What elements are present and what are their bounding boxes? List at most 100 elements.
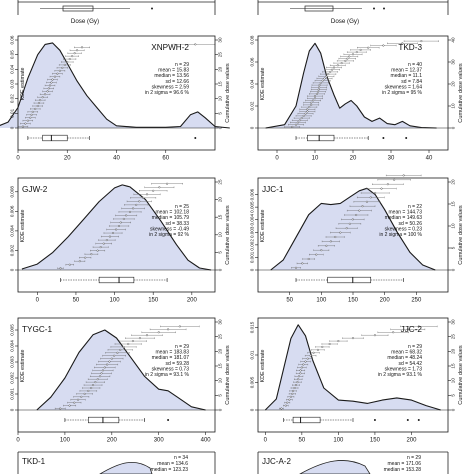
stat-line: mean = 183.83 xyxy=(156,350,190,356)
dose-point xyxy=(293,387,296,390)
dose-point xyxy=(112,232,115,235)
box-iqr xyxy=(292,416,321,424)
partial-top-right-outlier xyxy=(373,7,375,10)
box-outlier xyxy=(405,137,408,139)
stat-line: sd = 12.66 xyxy=(166,79,190,85)
y-tick-label: 0.003 xyxy=(10,356,15,368)
stat-line: skewness = 1.73 xyxy=(385,366,423,372)
y-right-tick-label: 25 xyxy=(218,52,223,58)
dose-point xyxy=(358,209,361,212)
stat-line: median = 13.56 xyxy=(154,73,189,79)
stat-line: n = 40 xyxy=(408,62,422,68)
x-tick-label: 10 xyxy=(312,156,319,162)
dose-point xyxy=(345,227,348,230)
chart-panel-jjc-2: 0 50 100 150 200 0 0.005 0.01 0.015 KDE estimate 0… xyxy=(250,317,464,444)
dose-point xyxy=(73,52,76,55)
y-axis-title-right: Cumulative dose values xyxy=(225,345,231,405)
dose-point xyxy=(110,357,113,360)
stat-line: sd = 7.84 xyxy=(401,79,422,85)
y-right-tick-label: 10 xyxy=(218,378,223,384)
stat-line: skewness = 2.59 xyxy=(152,84,190,90)
dose-point xyxy=(348,222,351,225)
x-tick-label: 150 xyxy=(370,438,381,444)
kde-area xyxy=(265,324,441,410)
stat-line: sd = 59.28 xyxy=(166,361,190,367)
dose-point xyxy=(291,392,294,395)
dose-point xyxy=(96,378,99,381)
stat-line: sd = 38.33 xyxy=(166,221,190,227)
y-tick-label: 0.06 xyxy=(250,57,255,66)
dose-point xyxy=(291,125,294,128)
kde-curve xyxy=(0,42,230,129)
y-tick-label: 0.06 xyxy=(10,35,15,44)
dose-point xyxy=(116,351,119,354)
dose-point xyxy=(325,244,328,247)
y-tick-label: 0.008 xyxy=(10,186,15,198)
partial-bottom-left-stat: median = 123.23 xyxy=(151,467,189,473)
box-iqr xyxy=(98,276,135,284)
partial-bottom-right-stat: mean = 171.06 xyxy=(388,461,422,467)
x-tick-label: 40 xyxy=(113,156,120,162)
stat-line: mean = 12.37 xyxy=(391,68,422,74)
x-tick-label: 300 xyxy=(154,438,165,444)
y-right-tick-label: 10 xyxy=(218,232,223,238)
dose-point xyxy=(135,203,138,206)
dose-point xyxy=(125,214,128,217)
stat-line: n = 22 xyxy=(408,204,422,210)
dose-point xyxy=(127,343,130,346)
dose-point xyxy=(348,55,351,58)
dose-point xyxy=(312,351,315,354)
panel-title: TKD-3 xyxy=(398,43,422,52)
dose-point xyxy=(29,116,32,119)
y-right-tick-label: 15 xyxy=(451,363,456,369)
dose-point xyxy=(142,196,145,199)
partial-bottom-left-title: TKD-1 xyxy=(22,457,46,466)
dose-point xyxy=(138,337,141,340)
dose-point xyxy=(102,242,105,245)
panel-title: TYGC-1 xyxy=(22,325,52,334)
y-right-tick-label: 5 xyxy=(218,251,223,254)
dose-point xyxy=(119,348,122,351)
box-outlier xyxy=(167,419,170,421)
dose-point xyxy=(344,59,347,62)
dose-point xyxy=(90,387,93,390)
y-tick-label: 0.005 xyxy=(250,201,255,213)
y-tick-label: 0.03 xyxy=(10,79,15,88)
y-axis-title-left: KDE estimate xyxy=(260,350,266,383)
kde-curve xyxy=(265,42,437,129)
dose-point xyxy=(325,75,328,78)
partial-top-right-outlier xyxy=(383,7,385,10)
y-axis-title-right: Cumulative dose values xyxy=(458,345,464,405)
dose-point xyxy=(26,119,29,122)
box-iqr xyxy=(307,134,335,142)
x-tick-label: 0 xyxy=(275,156,279,162)
y-right-tick-label: 20 xyxy=(451,348,456,354)
dose-point xyxy=(296,121,299,124)
box-outlier xyxy=(382,137,385,139)
dose-point xyxy=(41,96,44,99)
dose-point xyxy=(167,328,170,331)
dose-point xyxy=(37,102,40,105)
dose-point xyxy=(308,106,311,109)
dose-point xyxy=(77,398,80,401)
y-right-tick-label: 15 xyxy=(218,214,223,220)
dose-point xyxy=(340,62,343,65)
y-tick-label: 0.005 xyxy=(250,376,255,388)
dose-point xyxy=(59,407,62,410)
partial-bottom-left-curve xyxy=(99,461,153,474)
y-right-tick-label: 0 xyxy=(451,126,456,129)
box-outlier xyxy=(417,419,420,421)
dose-point xyxy=(78,260,81,263)
dose-point xyxy=(73,401,76,404)
dose-point xyxy=(106,363,109,366)
y-right-tick-label: 10 xyxy=(451,223,456,229)
y-right-tick-label: 30 xyxy=(218,319,223,325)
y-tick-label: 0.015 xyxy=(250,321,255,333)
y-right-tick-label: 5 xyxy=(451,394,456,397)
dose-point xyxy=(316,348,319,351)
dose-point xyxy=(319,81,322,84)
box-iqr xyxy=(42,134,68,142)
dose-point xyxy=(158,186,161,189)
dose-point xyxy=(334,235,337,238)
y-axis-title-left: KDE estimate xyxy=(260,210,266,243)
